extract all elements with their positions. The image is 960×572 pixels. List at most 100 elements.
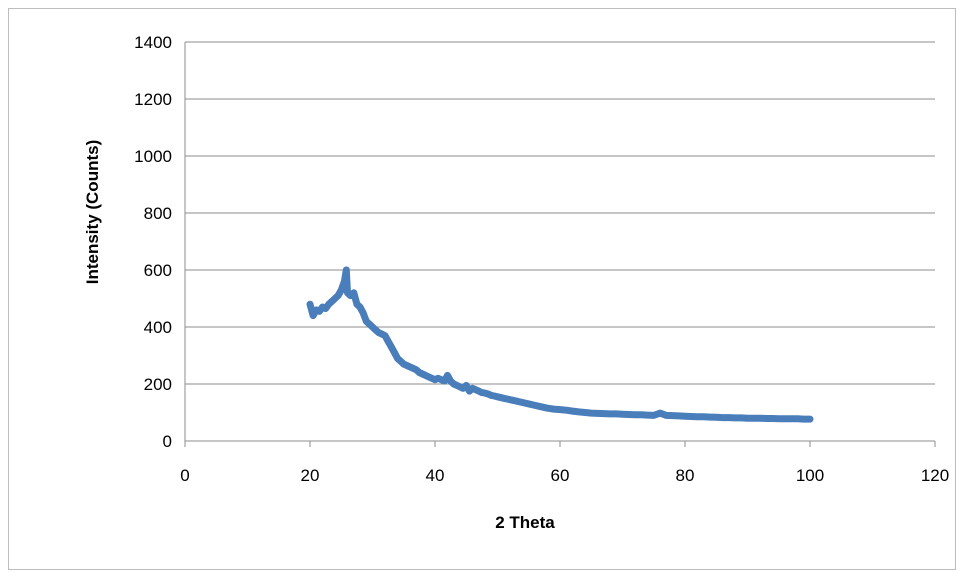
data-point xyxy=(589,411,594,416)
series-layer xyxy=(306,266,814,423)
data-point xyxy=(783,416,787,421)
data-point xyxy=(433,377,437,382)
data-point xyxy=(483,391,487,396)
data-point xyxy=(639,412,644,417)
y-tick-label-600: 600 xyxy=(144,261,172,280)
data-point xyxy=(670,413,675,418)
data-point xyxy=(458,384,462,389)
data-point xyxy=(658,411,662,416)
data-point xyxy=(308,302,312,307)
x-tick-label-40: 40 xyxy=(426,466,445,485)
data-point xyxy=(533,403,537,408)
data-point xyxy=(451,382,456,386)
data-point xyxy=(361,310,366,315)
data-point xyxy=(342,279,347,284)
axes xyxy=(184,42,936,447)
gridlines xyxy=(185,41,935,385)
data-point xyxy=(526,401,531,406)
data-point xyxy=(323,306,328,311)
data-point xyxy=(676,413,681,418)
data-point xyxy=(470,386,475,391)
x-tick-label-0: 0 xyxy=(180,466,189,485)
data-point xyxy=(508,397,512,402)
x-tick-labels: 0 20 40 60 80 100 120 xyxy=(180,466,949,485)
data-point xyxy=(620,412,625,417)
data-point xyxy=(770,416,775,421)
x-tick-label-100: 100 xyxy=(796,466,824,485)
data-point xyxy=(345,290,350,295)
y-tick-label-1400: 1400 xyxy=(134,33,172,52)
data-point xyxy=(645,413,650,418)
data-point xyxy=(445,373,450,378)
data-point xyxy=(758,416,762,421)
data-point xyxy=(408,364,412,369)
data-point xyxy=(514,399,519,404)
data-point xyxy=(454,383,459,388)
data-point xyxy=(683,414,687,419)
data-point xyxy=(720,415,725,420)
data-point xyxy=(558,407,562,412)
data-point xyxy=(404,363,409,368)
x-tick-label-120: 120 xyxy=(921,466,949,485)
data-point xyxy=(583,410,587,415)
y-tick-label-1200: 1200 xyxy=(134,90,172,109)
data-point xyxy=(351,290,356,295)
data-point xyxy=(545,406,550,411)
data-point xyxy=(789,416,794,421)
data-point xyxy=(726,415,731,420)
data-point xyxy=(383,333,387,338)
data-point xyxy=(608,411,612,416)
x-axis-title: 2 Theta xyxy=(495,513,555,532)
data-point xyxy=(389,344,394,349)
data-point xyxy=(479,390,484,395)
data-point xyxy=(348,293,353,298)
y-axis-title: Intensity (Counts) xyxy=(83,140,102,285)
data-point xyxy=(664,413,669,418)
data-point xyxy=(492,394,497,398)
data-point xyxy=(320,305,325,310)
data-point xyxy=(392,350,397,355)
data-point xyxy=(739,415,744,420)
data-point xyxy=(520,400,525,405)
data-point xyxy=(344,268,349,272)
data-point xyxy=(651,413,656,418)
data-point xyxy=(489,393,494,398)
data-point xyxy=(701,414,706,419)
data-point xyxy=(317,309,322,314)
data-point xyxy=(495,394,500,399)
y-tick-label-400: 400 xyxy=(144,318,172,337)
data-point xyxy=(551,407,556,412)
data-point xyxy=(539,404,544,409)
data-point xyxy=(339,288,344,292)
data-point xyxy=(373,327,378,332)
data-point xyxy=(429,376,434,381)
data-point xyxy=(461,386,466,391)
data-point xyxy=(808,417,812,422)
data-point xyxy=(776,416,781,421)
data-point xyxy=(379,332,384,337)
data-point xyxy=(745,416,750,421)
data-point xyxy=(333,296,337,301)
data-point xyxy=(370,325,375,329)
data-point xyxy=(570,409,575,414)
data-point xyxy=(626,412,631,417)
data-point xyxy=(376,330,381,335)
data-point xyxy=(364,319,369,324)
data-point xyxy=(439,377,444,382)
data-point xyxy=(420,372,425,376)
x-tick-label-20: 20 xyxy=(301,466,320,485)
data-point xyxy=(695,414,700,419)
x-tick-label-60: 60 xyxy=(551,466,570,485)
data-point xyxy=(708,415,712,420)
data-point xyxy=(501,396,506,401)
data-point xyxy=(314,307,319,312)
y-tick-label-0: 0 xyxy=(163,432,172,451)
data-point xyxy=(354,302,359,307)
data-point xyxy=(595,411,600,416)
data-point xyxy=(764,416,769,421)
data-point xyxy=(464,383,469,388)
data-point xyxy=(448,379,453,384)
data-point xyxy=(601,411,606,416)
data-point xyxy=(486,392,491,396)
data-point xyxy=(423,373,428,378)
